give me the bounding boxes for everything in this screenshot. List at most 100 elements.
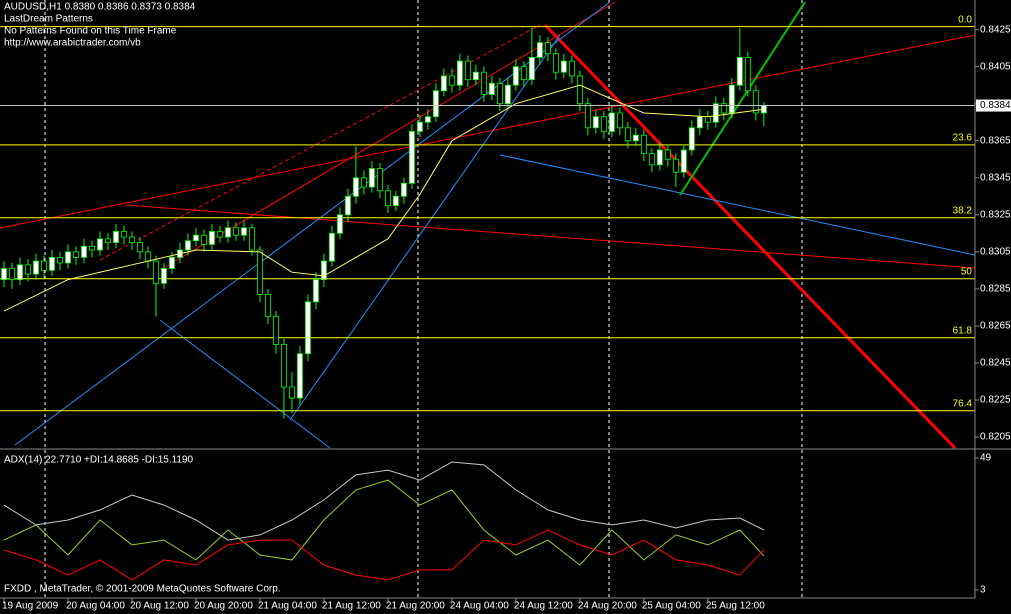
candle-body — [465, 60, 471, 81]
candle-body — [97, 238, 103, 251]
trendline — [499, 154, 976, 256]
candle-body — [9, 268, 15, 281]
candle-body — [433, 90, 439, 118]
candle-body — [185, 240, 191, 251]
candle-body — [552, 53, 559, 73]
candle-body — [169, 257, 175, 269]
trendline — [679, 1, 806, 196]
fib-label: 23.6 — [953, 132, 973, 143]
candle-body — [313, 279, 319, 303]
candle-body — [121, 231, 127, 238]
candle-body — [25, 264, 31, 275]
candle-body — [361, 177, 367, 188]
candle-body — [496, 82, 503, 105]
candle-body — [504, 84, 511, 105]
trendlines — [0, 1, 976, 450]
candle-body — [153, 260, 159, 284]
candle-body — [512, 66, 519, 86]
footer: FXDD , MetaTrader, © 2001-2009 MetaQuote… — [4, 584, 281, 595]
current-price-box — [976, 99, 1011, 112]
candle-body — [409, 131, 415, 184]
candle-body — [616, 112, 623, 129]
trendline — [124, 204, 976, 269]
price-panel: 0.0 23.6 38.2 50 61.8 76.4 — [0, 14, 975, 419]
candle-body — [105, 238, 111, 243]
candle-body — [81, 245, 87, 258]
indicator-line — [3, 529, 765, 581]
trendline — [543, 23, 957, 450]
y-tick-label: 0.8345 — [980, 172, 1011, 183]
y-tick-label: 0.8285 — [980, 284, 1011, 295]
candle-body — [369, 168, 375, 188]
candle-body — [337, 214, 343, 234]
trendline — [289, 34, 561, 421]
candle-body — [584, 103, 591, 129]
trendline — [14, 1, 611, 446]
candle-body — [321, 260, 327, 281]
candle-body — [720, 103, 727, 114]
y-tick-label: 0.8225 — [980, 395, 1011, 406]
candle-body — [449, 75, 455, 86]
x-tick-label: 25 Aug 04:00 — [642, 601, 701, 612]
candle-body — [672, 158, 679, 173]
indicator-line — [3, 461, 765, 541]
x-tick-label: 20 Aug 12:00 — [130, 601, 189, 612]
candle-body — [536, 42, 543, 58]
indicator-line — [3, 479, 765, 566]
y-tick-label: 3 — [980, 585, 986, 596]
x-tick-label: 24 Aug 04:00 — [450, 601, 509, 612]
candle-body — [473, 71, 479, 81]
y-tick-label: 0.8365 — [980, 135, 1011, 146]
candle-body — [297, 353, 303, 399]
candle-body — [664, 149, 671, 160]
candle-body — [457, 60, 463, 86]
candle-body — [217, 231, 223, 238]
y-tick-label: 0.8425 — [980, 24, 1011, 35]
fib-label: 50 — [961, 266, 973, 277]
current-price-label: 0.8384 — [980, 100, 1011, 111]
trendline — [159, 319, 331, 449]
x-tick-label: 24 Aug 20:00 — [578, 601, 637, 612]
candle-body — [401, 182, 407, 197]
y-tick-label: 0.8305 — [980, 246, 1011, 257]
candle-body — [145, 251, 151, 262]
candle-body — [744, 57, 751, 92]
candle-body — [441, 75, 447, 92]
candle-body — [696, 116, 703, 129]
trendline — [0, 34, 976, 229]
candle-body — [576, 75, 583, 105]
x-tick-label: 19 Aug 2009 — [2, 601, 59, 612]
candle-body — [17, 264, 23, 281]
indicator-panel — [3, 461, 765, 581]
candle-body — [640, 134, 647, 155]
x-tick-label: 25 Aug 12:00 — [706, 601, 765, 612]
candle-body — [281, 344, 287, 388]
fib-label: 0.0 — [958, 14, 972, 25]
candle-body — [632, 134, 639, 142]
candle-body — [113, 231, 119, 243]
candle-body — [712, 103, 719, 123]
candle-body — [137, 242, 143, 253]
candle-body — [656, 149, 663, 166]
candle-body — [544, 42, 551, 55]
candle-body — [752, 90, 759, 114]
candle-body — [728, 84, 735, 114]
candle-body — [161, 268, 167, 284]
candle-body — [520, 66, 527, 81]
candle-body — [129, 236, 135, 243]
candle-body — [289, 386, 295, 399]
candle-body — [241, 227, 247, 236]
candle-body — [592, 116, 599, 129]
x-tick-label: 24 Aug 12:00 — [514, 601, 573, 612]
candle-body — [385, 190, 391, 206]
x-tick-label: 21 Aug 04:00 — [258, 601, 317, 612]
candle-body — [65, 251, 71, 264]
candle-body — [624, 127, 631, 142]
candle-body — [33, 260, 39, 275]
symbol-info: AUDUSD,H1 0.8380 0.8386 0.8373 0.8384 — [4, 2, 196, 13]
candle-body — [417, 121, 423, 132]
x-tick-label: 21 Aug 12:00 — [322, 601, 381, 612]
candle-body — [560, 60, 567, 73]
candle-body — [73, 251, 79, 258]
